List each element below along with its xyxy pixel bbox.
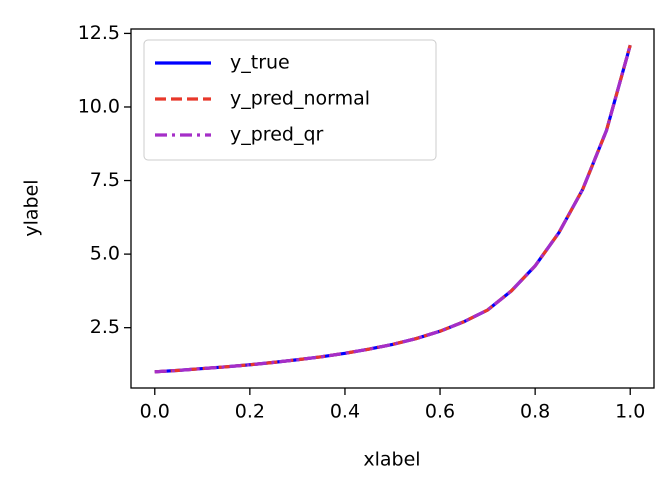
x-axis-label: xlabel	[363, 449, 420, 471]
legend-label: y_pred_normal	[230, 88, 370, 110]
series-line	[154, 44, 632, 374]
x-tick-label: 1.0	[615, 401, 645, 423]
plot-area	[154, 44, 632, 374]
y-tick-label: 7.5	[90, 169, 120, 191]
legend-label: y_true	[230, 52, 290, 74]
y-axis-label: ylabel	[21, 179, 43, 236]
x-tick-label: 0.2	[235, 401, 265, 423]
axes-frame	[130, 28, 655, 389]
x-tick-label: 0.0	[140, 401, 170, 423]
x-tick-label: 0.4	[330, 401, 360, 423]
x-tick-label: 0.6	[425, 401, 455, 423]
y-tick-label: 10.0	[78, 95, 120, 117]
y-tick-label: 5.0	[90, 243, 120, 265]
x-tick-label: 0.8	[520, 401, 550, 423]
y-tick-label: 2.5	[90, 316, 120, 338]
legend-label: y_pred_qr	[230, 124, 324, 146]
legend-box	[143, 39, 437, 161]
y-tick-label: 12.5	[78, 22, 120, 44]
legend: y_true y_pred_normal y_pred_qr	[143, 39, 437, 161]
